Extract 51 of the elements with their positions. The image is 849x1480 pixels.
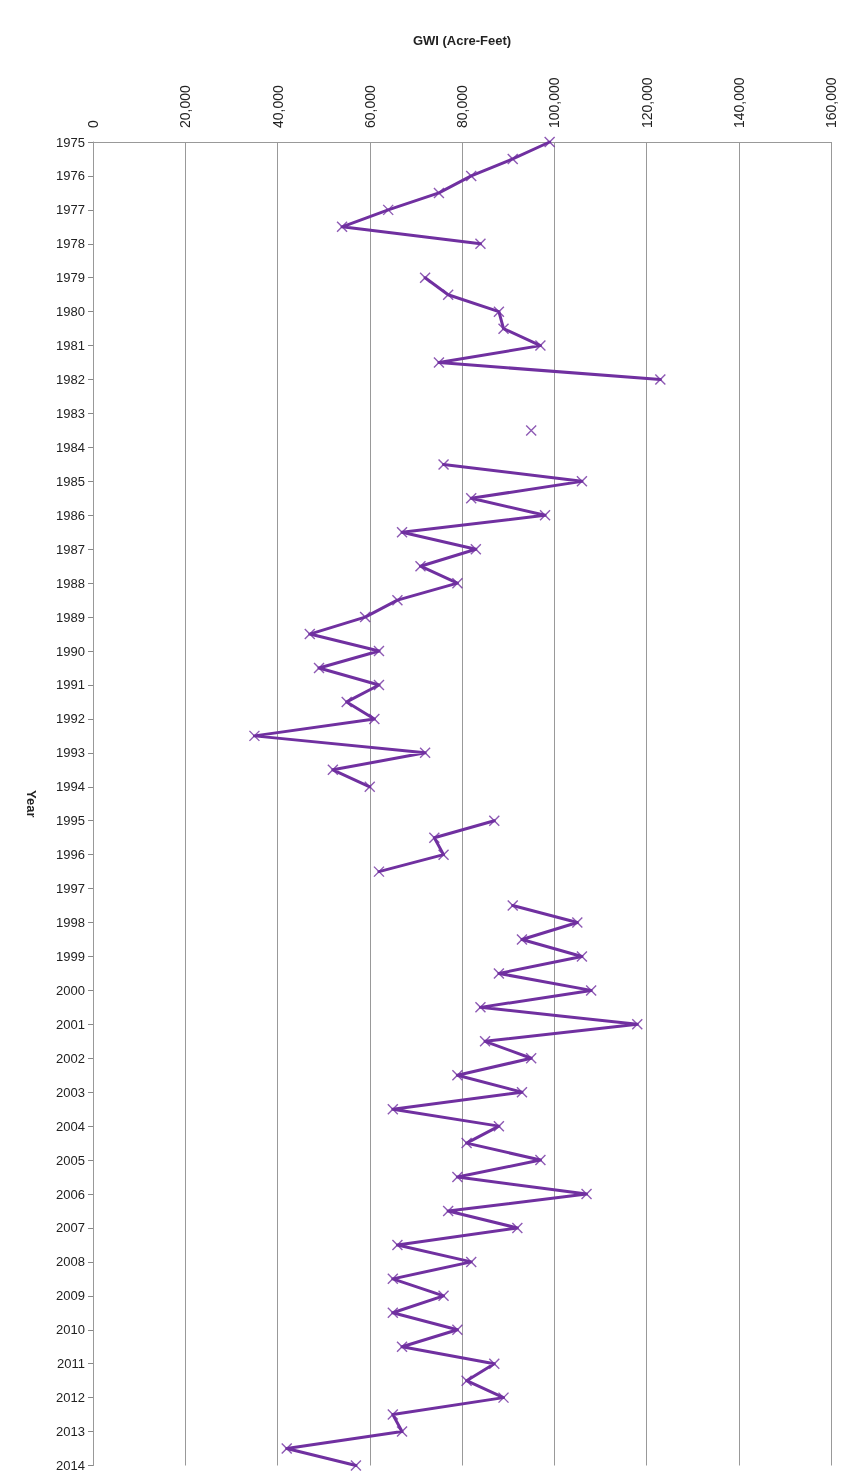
y-tick-label: 1984 (56, 439, 85, 455)
y-tick-label: 1982 (56, 372, 85, 388)
y-tick-label: 1983 (56, 405, 85, 421)
x-tick-label: 140,000 (730, 77, 747, 128)
y-tick-label: 2013 (56, 1424, 85, 1440)
y-tick-label: 2003 (56, 1084, 85, 1100)
y-tick-label: 1981 (56, 338, 85, 354)
y-tick-label: 2009 (56, 1288, 85, 1304)
y-tick-label: 1992 (56, 711, 85, 727)
y-axis-title: Year (24, 790, 39, 818)
y-tick-label: 1998 (56, 915, 85, 931)
y-tick-label: 2002 (56, 1050, 85, 1066)
y-tick-label: 1986 (56, 507, 85, 523)
y-tick-label: 1990 (56, 643, 85, 659)
y-tick-label: 2007 (56, 1220, 85, 1236)
x-tick-label: 60,000 (361, 84, 378, 128)
y-tick-label: 1980 (56, 304, 85, 320)
y-tick-label: 1987 (56, 541, 85, 557)
y-tick-label: 2001 (56, 1016, 85, 1032)
y-tick-label: 1977 (56, 202, 85, 218)
x-tick-label: 40,000 (269, 84, 286, 128)
y-tick-label: 1989 (56, 609, 85, 625)
x-tick-label: 80,000 (454, 84, 470, 128)
y-tick-label: 1991 (56, 677, 85, 693)
y-tick-label: 1979 (56, 270, 85, 286)
y-tick-label: 2014 (56, 1458, 85, 1473)
y-tick-label: 2008 (56, 1254, 85, 1270)
y-tick-label: 2005 (56, 1152, 85, 1168)
y-tick-label: 1985 (56, 473, 85, 489)
y-tick-label: 1993 (56, 745, 85, 761)
y-tick-label: 1994 (56, 779, 85, 795)
y-tick-label: 1996 (56, 847, 85, 863)
x-tick-label: 20,000 (177, 84, 194, 128)
y-tick-label: 2010 (56, 1322, 85, 1338)
y-tick-label: 1988 (56, 575, 85, 591)
y-tick-label: 2006 (56, 1186, 85, 1202)
y-tick-label: 1975 (56, 134, 85, 150)
y-tick-label: 2004 (56, 1118, 85, 1134)
y-tick-label: 2011 (57, 1356, 85, 1372)
y-tick-label: 1999 (56, 948, 85, 964)
y-tick-label: 2000 (56, 982, 85, 998)
y-tick-label: 1978 (56, 236, 85, 252)
y-tick-label: 1995 (56, 813, 85, 829)
x-axis-title: GWI (Acre-Feet) (412, 33, 512, 48)
y-tick-label: 1997 (56, 881, 85, 897)
x-tick-label: 0 (85, 120, 101, 128)
x-tick-label: 120,000 (638, 77, 655, 128)
x-tick-label: 160,000 (823, 77, 839, 128)
y-tick-label: 2012 (56, 1390, 85, 1406)
x-tick-label: 100,000 (546, 77, 563, 128)
y-tick-label: 1976 (56, 168, 85, 184)
